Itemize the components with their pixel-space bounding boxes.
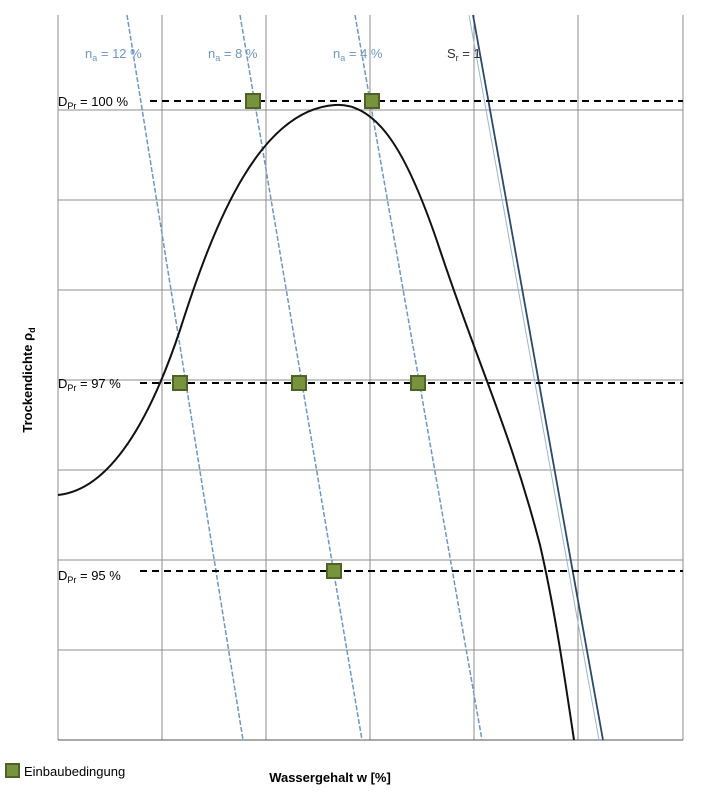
condition-marker xyxy=(172,375,188,391)
levels xyxy=(140,100,683,572)
line-label: Sr = 1 xyxy=(447,46,481,63)
label-sub: Pr xyxy=(67,575,76,585)
line-label: na = 12 % xyxy=(85,46,142,63)
label-sub: a xyxy=(340,53,345,63)
title-sub: d xyxy=(27,327,37,333)
x-axis-title: Wassergehalt w [%] xyxy=(269,770,391,785)
label-rest: = 8 % xyxy=(220,46,258,61)
condition-marker xyxy=(364,93,380,109)
label-rest: = 97 % xyxy=(76,376,121,391)
label-main: n xyxy=(333,46,340,61)
label-main: S xyxy=(447,46,456,61)
label-rest: = 4 % xyxy=(345,46,383,61)
proctor-curve xyxy=(57,103,575,741)
label-rest: = 1 xyxy=(459,46,481,61)
markers xyxy=(172,93,426,579)
label-sub: r xyxy=(456,53,459,63)
label-sub: Pr xyxy=(67,101,76,111)
y-axis-title: Trockendichte ρd xyxy=(20,327,37,432)
saturation-line-shadow xyxy=(468,14,600,741)
condition-marker xyxy=(410,375,426,391)
label-main: D xyxy=(58,94,67,109)
label-main: n xyxy=(208,46,215,61)
legend-marker xyxy=(5,763,20,778)
grid xyxy=(57,15,684,741)
label-sub: Pr xyxy=(67,383,76,393)
line-labels: na = 12 % na = 8 % na = 4 % Sr = 1 xyxy=(85,46,481,63)
label-main: D xyxy=(58,568,67,583)
label-rest: = 12 % xyxy=(97,46,142,61)
title-main: Trockendichte ρ xyxy=(20,333,35,433)
label-sub: a xyxy=(215,53,220,63)
label-main: n xyxy=(85,46,92,61)
condition-marker xyxy=(245,93,261,109)
label-sub: a xyxy=(92,53,97,63)
legend-label: Einbaubedingung xyxy=(24,764,125,779)
label-main: D xyxy=(58,376,67,391)
label-rest: = 95 % xyxy=(76,568,121,583)
saturation-line xyxy=(472,14,604,741)
label-rest: = 100 % xyxy=(76,94,128,109)
level-label: DPr = 95 % xyxy=(58,568,121,585)
level-labels: DPr = 100 % DPr = 97 % DPr = 95 % xyxy=(58,94,129,585)
condition-marker xyxy=(326,563,342,579)
level-label: DPr = 97 % xyxy=(58,376,121,393)
line-label: na = 4 % xyxy=(333,46,383,63)
condition-marker xyxy=(291,375,307,391)
level-label: DPr = 100 % xyxy=(58,94,129,111)
line-label: na = 8 % xyxy=(208,46,258,63)
